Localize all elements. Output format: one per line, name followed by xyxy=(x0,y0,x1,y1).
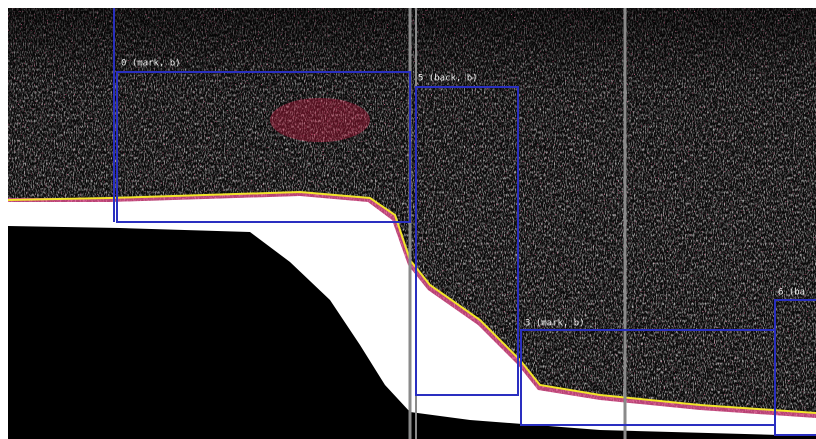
sonar-image: 0 (mark, b) 5 (back, b) 3 (mark, b) 6 (b… xyxy=(8,8,816,439)
box-label: 0 (mark, b) xyxy=(121,59,181,69)
box-label: 5 (back, b) xyxy=(418,74,478,84)
page: {"boxes": [ {"label": "0 (mark, b)"}, {"… xyxy=(0,0,816,439)
box-label: 6 (ba xyxy=(778,288,805,298)
box-label: 3 (mark, b) xyxy=(525,319,585,329)
fish-school xyxy=(270,98,370,142)
echogram: 0 (mark, b) 5 (back, b) 3 (mark, b) 6 (b… xyxy=(0,0,816,439)
